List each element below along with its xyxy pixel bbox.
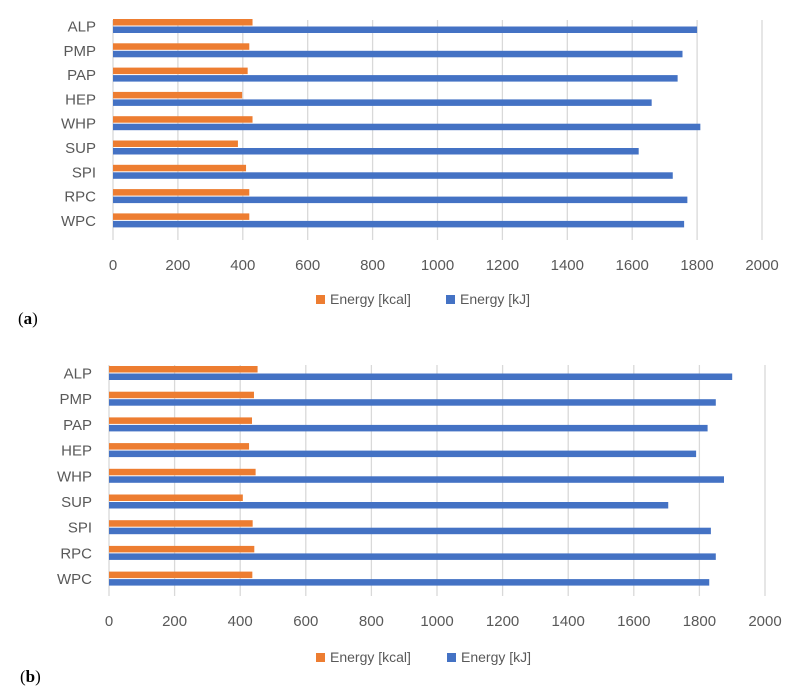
- x-tick-label: 1200: [486, 613, 519, 630]
- chart-a: 0 200 400 600 800 1000 1200 1400 1600 1800 2000 ALP…: [61, 19, 779, 308]
- bar-kcal-rpc: [113, 189, 250, 196]
- bar-kcal-alp: [109, 366, 258, 373]
- bar-kcal-pap: [109, 417, 253, 424]
- bar-kcal-whp: [109, 468, 256, 476]
- panel-label-a: (a): [18, 309, 38, 328]
- bar-kcal-rpc: [109, 545, 255, 553]
- bar-kcal-spi: [113, 164, 247, 172]
- legend-swatch-kj: [447, 653, 456, 662]
- bar-kj-pap: [109, 424, 708, 432]
- category-label-alp: ALP: [64, 366, 92, 383]
- x-tick-label: 1200: [486, 257, 519, 274]
- x-tick-label: 600: [293, 613, 318, 630]
- bar-kcal-hep: [113, 91, 243, 99]
- bar-kj-pap: [113, 75, 678, 82]
- bar-kj-alp: [113, 26, 698, 33]
- bar-kcal-pap: [113, 67, 248, 75]
- legend-label-kj: Energy [kJ]: [461, 649, 531, 665]
- category-label-rpc: RPC: [60, 545, 92, 562]
- bar-kj-whp: [109, 476, 724, 483]
- bar-kj-pmp: [109, 399, 716, 406]
- category-label-hep: HEP: [61, 443, 92, 460]
- bar-kj-hep: [109, 450, 697, 458]
- category-label-sup: SUP: [61, 494, 92, 511]
- bar-kcal-sup: [113, 140, 238, 147]
- legend-swatch-kcal: [316, 295, 325, 304]
- bar-kcal-hep: [109, 443, 250, 450]
- bar-kcal-spi: [109, 520, 253, 527]
- bar-kcal-pmp: [109, 391, 254, 399]
- category-label-whp: WHP: [57, 468, 92, 485]
- bar-kj-whp: [113, 123, 701, 131]
- x-tick-label: 600: [295, 257, 320, 274]
- legend-swatch-kcal: [316, 653, 325, 662]
- x-tick-label: 400: [228, 613, 253, 630]
- category-label-pmp: PMP: [59, 391, 92, 408]
- category-label-spi: SPI: [72, 164, 96, 181]
- bar-kcal-whp: [113, 116, 253, 123]
- x-tick-label: 400: [230, 257, 255, 274]
- legend-label-kj: Energy [kJ]: [460, 291, 530, 307]
- x-tick-label: 200: [162, 613, 187, 630]
- bar-kj-wpc: [109, 579, 710, 586]
- panel-label-b: (b): [20, 667, 41, 686]
- x-tick-label: 2000: [745, 257, 778, 274]
- bar-kj-alp: [109, 373, 733, 380]
- category-label-pmp: PMP: [63, 43, 96, 60]
- bar-kj-rpc: [113, 196, 688, 204]
- x-tick-label: 0: [105, 613, 113, 630]
- category-label-sup: SUP: [65, 140, 96, 157]
- category-label-rpc: RPC: [64, 189, 96, 206]
- category-label-spi: SPI: [68, 520, 92, 537]
- legend-swatch-kj: [446, 295, 455, 304]
- category-label-wpc: WPC: [57, 571, 92, 588]
- x-tick-label: 2000: [748, 613, 781, 630]
- category-label-wpc: WPC: [61, 213, 96, 230]
- x-tick-label: 1400: [552, 613, 585, 630]
- x-tick-label: 800: [360, 257, 385, 274]
- bar-kj-hep: [113, 99, 652, 106]
- legend-label-kcal: Energy [kcal]: [330, 649, 411, 665]
- x-tick-label: 1800: [683, 613, 716, 630]
- bar-kj-sup: [109, 502, 669, 509]
- bar-kj-rpc: [109, 553, 716, 560]
- x-tick-label: 1000: [420, 613, 453, 630]
- category-label-hep: HEP: [65, 91, 96, 108]
- bar-kj-sup: [113, 148, 639, 155]
- x-tick-label: 1800: [680, 257, 713, 274]
- legend-label-kcal: Energy [kcal]: [330, 291, 411, 307]
- category-label-whp: WHP: [61, 116, 96, 133]
- bar-kcal-wpc: [109, 571, 253, 579]
- category-label-alp: ALP: [68, 19, 96, 36]
- bar-kj-spi: [113, 172, 673, 179]
- x-tick-label: 1600: [617, 613, 650, 630]
- bar-kcal-sup: [109, 494, 243, 501]
- x-tick-label: 200: [165, 257, 190, 274]
- x-tick-label: 0: [109, 257, 117, 274]
- category-label-pap: PAP: [67, 67, 96, 84]
- chart-b: 0 200 400 600 800 1000 1200 1400 1600 1800 2000 ALP…: [57, 365, 782, 665]
- x-tick-label: 1000: [421, 257, 454, 274]
- x-tick-label: 1600: [616, 257, 649, 274]
- bar-kj-wpc: [113, 220, 685, 228]
- x-tick-label: 800: [359, 613, 384, 630]
- bar-kcal-wpc: [113, 213, 250, 220]
- bar-kj-spi: [109, 527, 711, 535]
- category-label-pap: PAP: [63, 417, 92, 434]
- bar-kcal-pmp: [113, 43, 250, 50]
- bar-kcal-alp: [113, 19, 253, 26]
- x-tick-label: 1400: [551, 257, 584, 274]
- bar-kj-pmp: [113, 50, 683, 58]
